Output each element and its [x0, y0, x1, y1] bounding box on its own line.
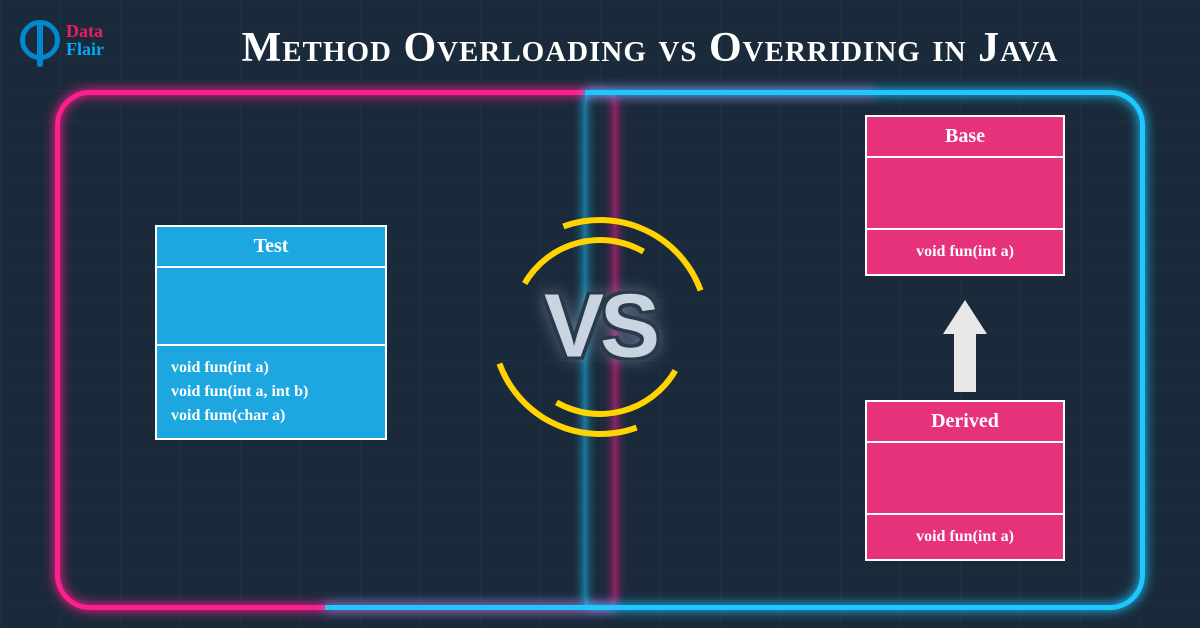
inheritance-arrow-icon — [945, 300, 985, 400]
uml-class-name: Derived — [867, 402, 1063, 443]
brand-logo: Data Flair — [20, 20, 104, 60]
uml-attributes — [157, 268, 385, 346]
logo-line2: Flair — [66, 40, 104, 58]
vs-badge: VS — [490, 217, 710, 437]
logo-text: Data Flair — [66, 22, 104, 58]
uml-class-name: Base — [867, 117, 1063, 158]
uml-method: void fun(int a) — [881, 525, 1049, 549]
uml-methods: void fun(int a) — [867, 230, 1063, 274]
uml-class-name: Test — [157, 227, 385, 268]
page-title: Method Overloading vs Overriding in Java — [140, 24, 1160, 72]
uml-method: void fun(int a) — [881, 240, 1049, 264]
uml-class-test: Test void fun(int a) void fun(int a, int… — [155, 225, 387, 440]
uml-methods: void fun(int a) — [867, 515, 1063, 559]
uml-method: void fum(char a) — [171, 404, 371, 428]
uml-attributes — [867, 158, 1063, 230]
logo-line1: Data — [66, 22, 104, 40]
uml-method: void fun(int a) — [171, 356, 371, 380]
uml-class-derived: Derived void fun(int a) — [865, 400, 1065, 561]
uml-method: void fun(int a, int b) — [171, 380, 371, 404]
uml-attributes — [867, 443, 1063, 515]
uml-methods: void fun(int a) void fun(int a, int b) v… — [157, 346, 385, 438]
logo-icon — [20, 20, 60, 60]
uml-class-base: Base void fun(int a) — [865, 115, 1065, 276]
vs-text: VS — [544, 275, 656, 378]
